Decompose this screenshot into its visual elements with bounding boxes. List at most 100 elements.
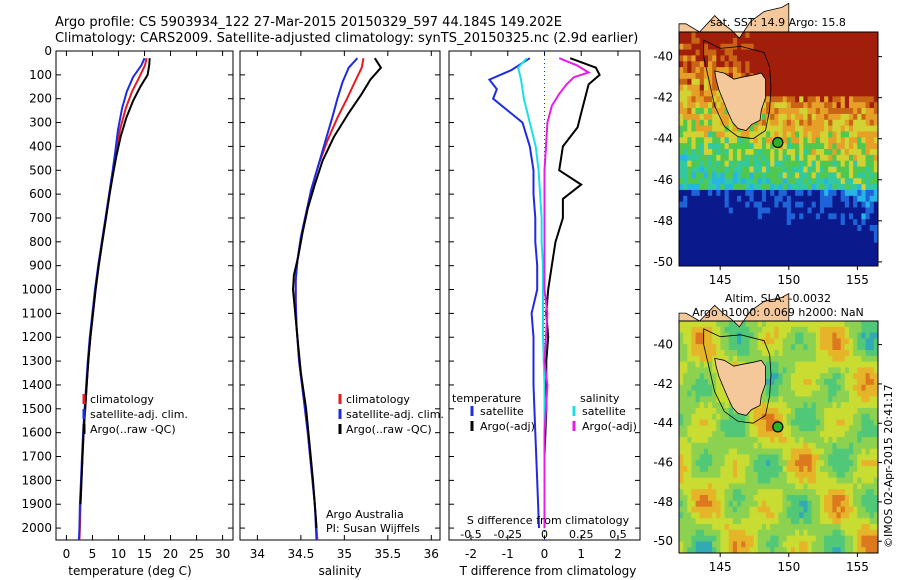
map-cell (695, 466, 701, 473)
map-cell (807, 524, 813, 531)
map-cell (869, 431, 875, 438)
map-cell (720, 225, 726, 232)
map-cell (857, 547, 862, 554)
map-cell (745, 471, 750, 478)
map-cell (728, 541, 734, 548)
map-cell (687, 437, 692, 444)
map-cell (761, 131, 767, 138)
map-cell (699, 230, 705, 238)
map-cell (728, 442, 734, 449)
map-cell (790, 350, 796, 357)
map-cell (803, 160, 808, 167)
map-cell (790, 108, 796, 115)
map-cell (695, 454, 701, 461)
map-cell (699, 413, 705, 420)
map-cell (799, 535, 804, 542)
map-cell (757, 413, 763, 420)
map-cell (691, 260, 696, 267)
map-cell (786, 413, 792, 420)
map-cell (824, 260, 829, 267)
map-cell (703, 500, 709, 507)
map-cell (699, 242, 705, 249)
map-cell (844, 448, 850, 455)
map-cell (844, 213, 850, 220)
map-cell (844, 125, 850, 132)
map-cell (695, 332, 701, 339)
map-cell (799, 201, 804, 208)
map-cell (861, 90, 866, 97)
map-cell (683, 477, 688, 484)
map-cell (782, 160, 788, 167)
map-cell (766, 195, 771, 203)
map-cell (691, 500, 696, 507)
map-cell (836, 495, 842, 502)
map-cell (853, 361, 858, 368)
map-cell (873, 172, 879, 179)
map-cell (790, 43, 796, 50)
map-cell (732, 408, 738, 415)
map-cell (753, 326, 759, 333)
map-cell (811, 61, 817, 68)
map-cell (766, 483, 771, 490)
map-cell (828, 379, 833, 386)
map-cell (790, 102, 796, 109)
map-cell (836, 535, 842, 542)
map-cell (766, 535, 771, 542)
map-cell (824, 178, 829, 185)
map-cell (840, 230, 846, 238)
map-cell (782, 524, 788, 531)
map-cell (873, 489, 879, 496)
map-cell (795, 67, 800, 74)
map-cell (679, 172, 684, 179)
map-cell (749, 254, 755, 261)
map-cell (824, 172, 829, 179)
map-cell (749, 225, 755, 232)
map-cell (795, 413, 800, 420)
map-cell (836, 477, 842, 484)
map-cell (679, 213, 684, 220)
map-cell (832, 524, 837, 531)
map-cell (687, 332, 692, 339)
map-cell (786, 483, 792, 490)
map-cell (840, 119, 846, 126)
map-cell (811, 32, 817, 39)
map-cell (836, 338, 842, 345)
map-cell (786, 489, 792, 496)
map-cell (683, 149, 688, 156)
map-cell (695, 477, 701, 484)
map-cell (724, 413, 730, 420)
map-cell (712, 178, 717, 185)
map-cell (840, 195, 846, 203)
map-cell (840, 373, 846, 380)
map-cell (848, 166, 854, 173)
map-cell (679, 460, 684, 467)
map-cell (782, 43, 788, 50)
map-cell (766, 419, 771, 426)
map-cell (832, 102, 837, 109)
map-cell (708, 361, 713, 368)
map-cell (865, 154, 871, 162)
map-cell (724, 321, 730, 328)
map-cell (691, 90, 696, 97)
map-cell (857, 396, 862, 403)
map-cell (782, 178, 788, 185)
map-cell (799, 495, 804, 502)
map-cell (691, 102, 696, 109)
map-cell (778, 466, 784, 473)
map-cell (766, 396, 771, 403)
map-cell (761, 166, 767, 173)
map-cell (699, 49, 705, 56)
map-cell (799, 195, 804, 203)
map-cell (720, 344, 726, 351)
map-cell (724, 166, 730, 173)
map-cell (778, 326, 784, 333)
map-cell (683, 384, 688, 391)
map-cell (728, 448, 734, 455)
map-cell (815, 184, 821, 191)
map-cell (766, 367, 771, 374)
map-cell (857, 242, 862, 249)
map-cell (848, 373, 854, 380)
map-cell (695, 131, 701, 138)
map-cell (761, 260, 767, 267)
